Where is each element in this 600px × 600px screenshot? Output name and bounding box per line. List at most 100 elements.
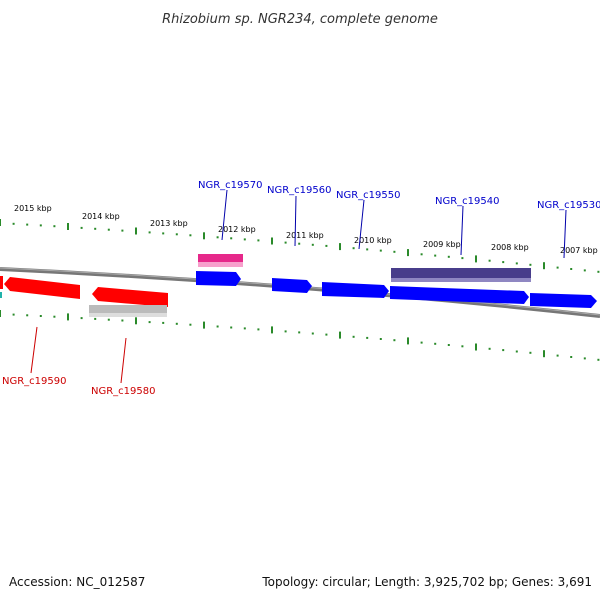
leader-line	[358, 199, 365, 250]
minor-tick	[556, 266, 559, 269]
genome-title: Rhizobium sp. NGR234, complete genome	[162, 12, 438, 27]
gene-label[interactable]: NGR_c19570	[198, 180, 263, 191]
minor-tick	[515, 350, 518, 353]
minor-tick	[583, 269, 586, 272]
leader-line	[294, 195, 297, 247]
minor-tick	[325, 333, 328, 336]
gene-arrow-NGR_c19530[interactable]	[530, 293, 597, 308]
gene-label[interactable]: NGR_c19580	[91, 386, 156, 397]
minor-tick	[243, 238, 246, 241]
minor-tick	[257, 328, 260, 331]
kbp-label: 2012 kbp	[218, 225, 256, 234]
minor-tick	[447, 255, 450, 258]
minor-tick	[53, 225, 56, 228]
gene-arrow-NGR_c19590[interactable]	[4, 277, 80, 299]
forward-strand-features	[196, 254, 597, 308]
gene-label[interactable]: NGR_c19560	[267, 185, 332, 196]
leader-line	[563, 209, 567, 259]
gene-label[interactable]: NGR_c19540	[435, 196, 500, 207]
minor-tick	[175, 233, 178, 236]
major-tick	[339, 243, 341, 251]
grey-feature[interactable]	[89, 305, 167, 316]
minor-tick	[80, 226, 83, 229]
minor-tick	[461, 345, 464, 348]
major-tick	[543, 262, 545, 270]
minor-tick	[352, 335, 355, 338]
gene-arrow-edge[interactable]	[0, 276, 3, 289]
minor-tick	[162, 321, 165, 324]
kbp-label: 2010 kbp	[354, 236, 392, 245]
minor-tick	[597, 358, 600, 361]
minor-tick	[39, 224, 42, 227]
minor-tick	[94, 317, 97, 320]
minor-tick	[189, 234, 192, 237]
minor-tick	[556, 354, 559, 357]
minor-tick	[230, 326, 233, 329]
minor-tick	[366, 248, 369, 251]
major-tick	[407, 337, 409, 345]
minor-tick	[53, 315, 56, 318]
minor-tick	[243, 327, 246, 330]
minor-tick	[311, 243, 314, 246]
forward-gene-labels: NGR_c19570 NGR_c19560 NGR_c19550 NGR_c19…	[198, 180, 600, 259]
major-tick	[271, 237, 273, 245]
pseudo-feature-shade	[391, 278, 531, 282]
kbp-label: 2008 kbp	[491, 243, 529, 252]
minor-tick	[420, 341, 423, 344]
minor-tick	[502, 261, 505, 264]
topology-summary: Topology: circular; Length: 3,925,702 bp…	[261, 575, 592, 589]
gene-label[interactable]: NGR_c19550	[336, 190, 401, 201]
rna-feature-shade	[198, 262, 243, 267]
minor-tick	[216, 236, 219, 239]
major-tick	[339, 331, 341, 339]
ruler-ticks-lower	[0, 310, 600, 361]
minor-tick	[488, 347, 491, 350]
minor-tick	[189, 323, 192, 326]
minor-tick	[175, 322, 178, 325]
gene-arrow-NGR_c19540[interactable]	[390, 286, 529, 304]
major-tick	[135, 227, 137, 235]
major-tick	[0, 219, 1, 226]
minor-tick	[488, 259, 491, 262]
minor-tick	[148, 231, 151, 234]
leader-line	[460, 205, 464, 256]
leader-line	[221, 189, 228, 241]
minor-tick	[107, 228, 110, 231]
minor-tick	[298, 331, 301, 334]
major-tick	[203, 232, 205, 240]
leader-line	[30, 326, 38, 374]
minor-tick	[393, 250, 396, 253]
minor-tick	[284, 330, 287, 333]
minor-tick	[39, 315, 42, 317]
gene-label[interactable]: NGR_c19530	[537, 200, 600, 211]
minor-tick	[12, 222, 15, 225]
pseudo-feature[interactable]	[391, 268, 531, 281]
major-tick	[203, 321, 205, 329]
minor-tick	[26, 314, 29, 317]
gene-arrow-NGR_c19570[interactable]	[196, 271, 241, 286]
minor-tick	[529, 263, 532, 266]
minor-tick	[26, 223, 29, 226]
accession-text: Accession: NC_012587	[9, 575, 145, 589]
minor-tick	[434, 342, 437, 345]
kbp-label: 2013 kbp	[150, 219, 188, 228]
kbp-label: 2009 kbp	[423, 240, 461, 249]
gene-arrow-NGR_c19580[interactable]	[92, 287, 168, 307]
gene-arrow-NGR_c19560[interactable]	[272, 278, 312, 293]
major-tick	[543, 350, 545, 358]
minor-tick	[216, 325, 219, 328]
minor-tick	[298, 242, 301, 245]
minor-tick	[379, 249, 382, 252]
minor-tick	[121, 229, 124, 232]
minor-tick	[352, 247, 355, 250]
leader-line	[120, 337, 127, 384]
minor-tick	[597, 270, 600, 273]
minor-tick	[162, 232, 165, 235]
minor-tick	[94, 227, 97, 230]
gene-label[interactable]: NGR_c19590	[2, 376, 67, 387]
gene-arrow-NGR_c19550[interactable]	[322, 282, 389, 298]
minor-tick	[12, 313, 15, 316]
ruler-ticks-upper	[0, 219, 600, 273]
minor-tick	[366, 336, 369, 339]
